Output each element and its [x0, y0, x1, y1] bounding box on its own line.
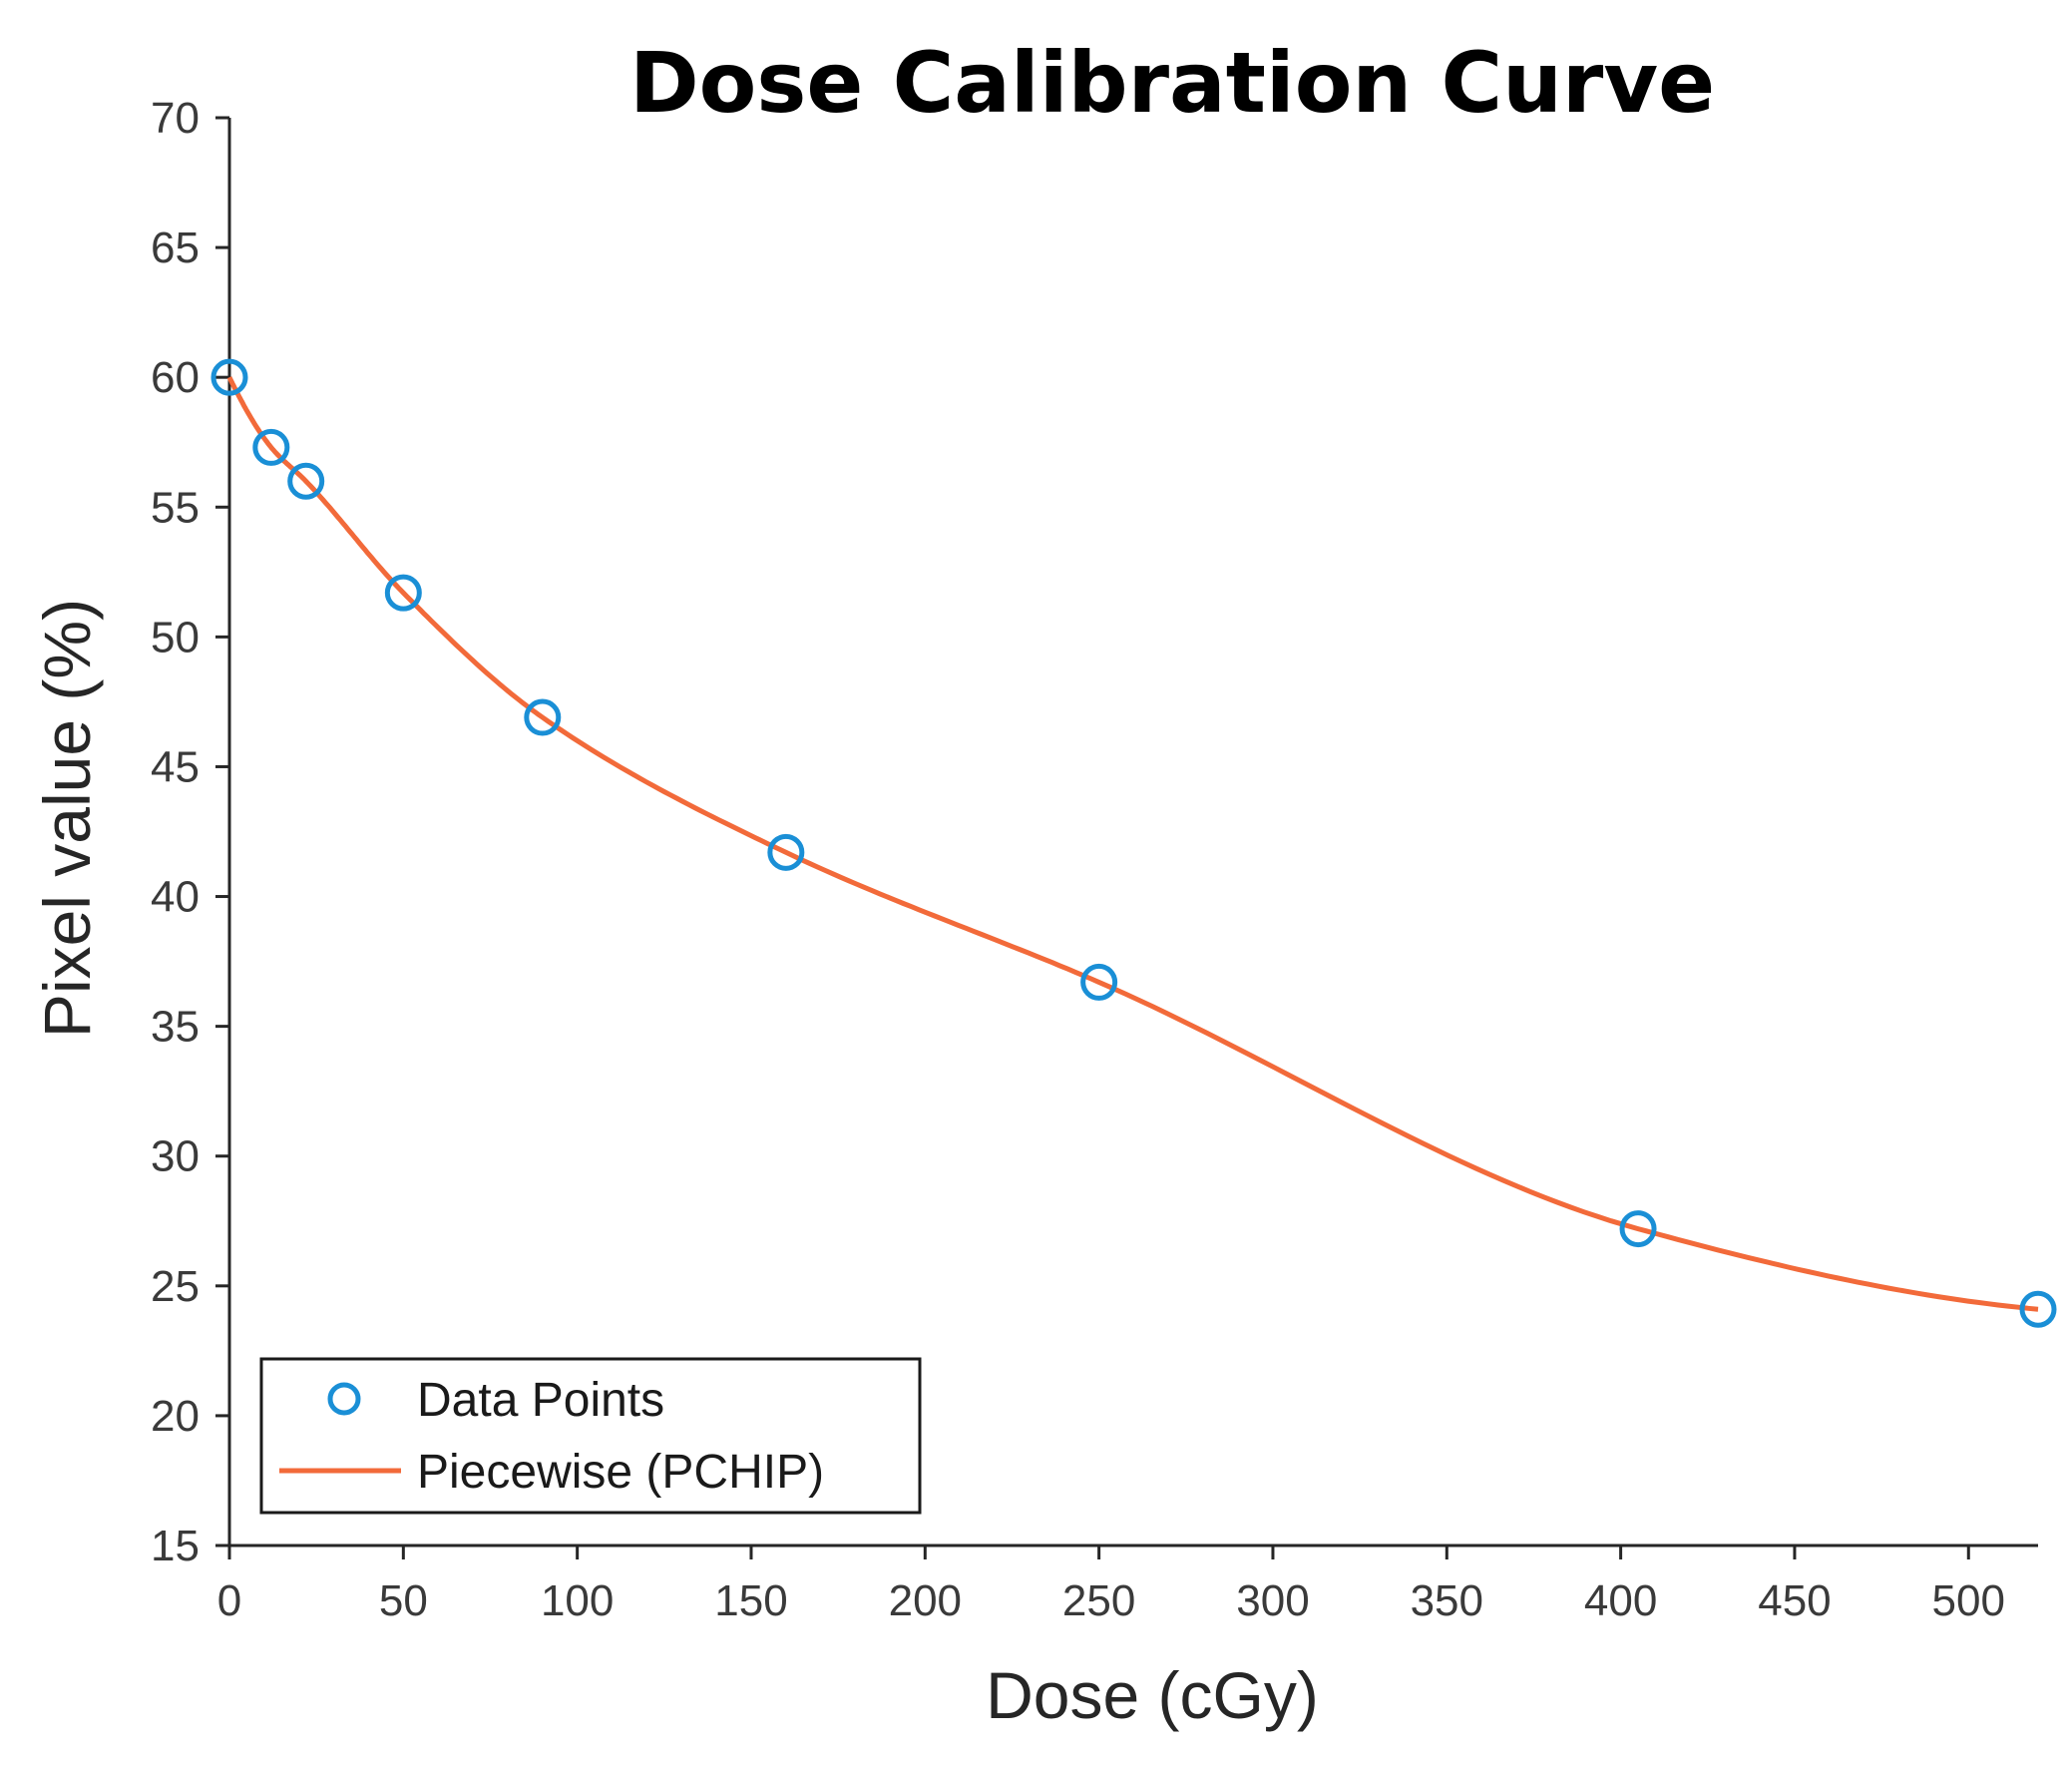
y-tick-label: 40: [151, 873, 200, 922]
y-tick-label: 25: [151, 1262, 200, 1311]
axes: [227, 118, 2038, 1547]
x-tick-label: 100: [541, 1576, 614, 1625]
data-point: [524, 698, 562, 736]
y-tick-label: 65: [151, 223, 200, 272]
tick-marks: 15 20 25 30 35 40 45 50 55 60 65 70 0 50 100 150 200 250 3…: [151, 94, 2005, 1625]
y-tick-label: 30: [151, 1132, 200, 1181]
y-tick-label: 35: [151, 1003, 200, 1052]
data-points-layer: [210, 358, 2057, 1328]
data-point: [2019, 1290, 2057, 1328]
y-tick-label: 60: [151, 353, 200, 402]
data-point: [287, 462, 325, 500]
data-point: [767, 833, 805, 871]
x-tick-label: 450: [1758, 1576, 1831, 1625]
legend-box: [259, 1357, 922, 1515]
y-tick-label: 55: [151, 483, 200, 532]
x-tick-label: 200: [889, 1576, 962, 1625]
legend-label-data-points: Data Points: [417, 1374, 664, 1427]
x-tick-label: 50: [379, 1576, 428, 1625]
x-axis-label: Dose (cGy): [986, 1658, 1319, 1732]
x-tick-label: 0: [217, 1576, 241, 1625]
y-tick-label: 50: [151, 613, 200, 662]
data-point: [1080, 963, 1118, 1001]
data-point: [384, 574, 422, 612]
x-tick-label: 350: [1411, 1576, 1483, 1625]
x-tick-label: 400: [1584, 1576, 1657, 1625]
y-tick-label: 45: [151, 742, 200, 791]
x-tick-label: 150: [714, 1576, 787, 1625]
x-tick-label: 250: [1062, 1576, 1135, 1625]
pchip-curve: [226, 376, 2039, 1312]
data-point: [1619, 1210, 1657, 1248]
y-axis-label: Pixel value (%): [30, 599, 104, 1038]
legend: Data Points Piecewise (PCHIP): [259, 1357, 922, 1515]
y-tick-label: 15: [151, 1522, 200, 1570]
x-tick-label: 300: [1236, 1576, 1309, 1625]
data-point: [252, 428, 290, 466]
curve-layer: [226, 376, 2039, 1312]
x-tick-label: 500: [1932, 1576, 2005, 1625]
y-tick-label: 70: [151, 94, 200, 143]
legend-label-pchip: Piecewise (PCHIP): [417, 1446, 824, 1499]
chart-title: Dose Calibration Curve: [629, 34, 1715, 132]
legend-marker-data-points: [327, 1382, 361, 1416]
y-tick-label: 20: [151, 1392, 200, 1441]
data-point: [210, 358, 248, 396]
